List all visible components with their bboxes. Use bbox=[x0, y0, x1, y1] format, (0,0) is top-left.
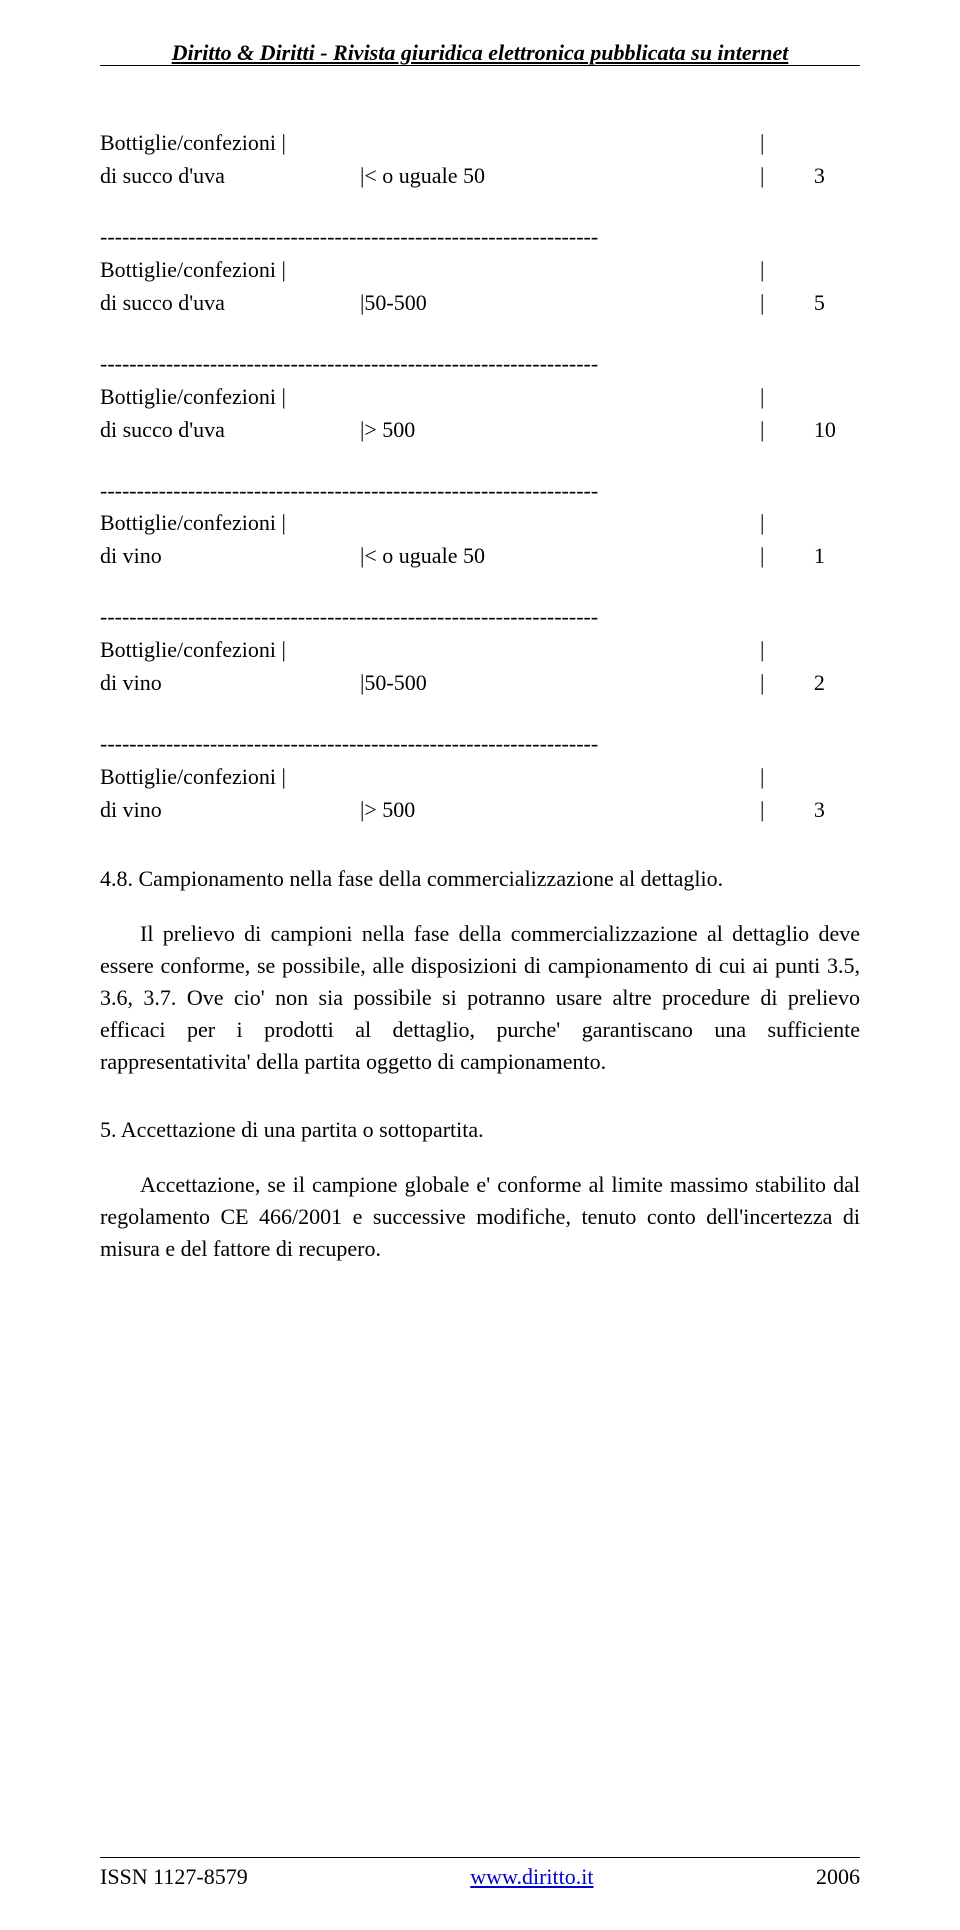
cell-range: |> 500 bbox=[360, 793, 640, 826]
cell-range: |50-500 bbox=[360, 666, 640, 699]
row-divider: ----------------------------------------… bbox=[100, 349, 860, 380]
section-5-body: Accettazione, se il campione globale e' … bbox=[100, 1169, 860, 1265]
cell-label: Bottiglie/confezioni | bbox=[100, 380, 360, 413]
cell-range: |< o uguale 50 bbox=[360, 159, 640, 192]
cell-label: Bottiglie/confezioni | bbox=[100, 253, 360, 286]
row-divider: ----------------------------------------… bbox=[100, 729, 860, 760]
cell-empty bbox=[360, 126, 640, 159]
cell-empty bbox=[360, 760, 640, 793]
cell-sublabel: di vino bbox=[100, 666, 360, 699]
section-48-body: Il prelievo di campioni nella fase della… bbox=[100, 918, 860, 1077]
cell-suffix: | bbox=[640, 760, 840, 793]
cell-suffix: | bbox=[640, 506, 840, 539]
cell-suffix: | bbox=[640, 253, 840, 286]
cell-range: |50-500 bbox=[360, 286, 640, 319]
page-footer: ISSN 1127-8579 www.diritto.it 2006 bbox=[100, 1857, 860, 1890]
cell-empty bbox=[360, 633, 640, 666]
footer-issn: ISSN 1127-8579 bbox=[100, 1864, 248, 1890]
cell-label: Bottiglie/confezioni | bbox=[100, 126, 360, 159]
cell-sublabel: di vino bbox=[100, 793, 360, 826]
section-5-title: 5. Accettazione di una partita o sottopa… bbox=[100, 1117, 860, 1143]
cell-value: | 3 bbox=[640, 159, 840, 192]
cell-sublabel: di succo d'uva bbox=[100, 159, 360, 192]
cell-range: |> 500 bbox=[360, 413, 640, 446]
cell-value: | 10 bbox=[640, 413, 840, 446]
row-divider: ----------------------------------------… bbox=[100, 222, 860, 253]
cell-empty bbox=[360, 506, 640, 539]
page-header-title: Diritto & Diritti - Rivista giuridica el… bbox=[100, 40, 860, 66]
cell-range: |< o uguale 50 bbox=[360, 539, 640, 572]
cell-sublabel: di succo d'uva bbox=[100, 286, 360, 319]
row-divider: ----------------------------------------… bbox=[100, 476, 860, 507]
table-row: Bottiglie/confezioni | | di succo d'uva … bbox=[100, 380, 860, 446]
cell-suffix: | bbox=[640, 126, 840, 159]
cell-sublabel: di succo d'uva bbox=[100, 413, 360, 446]
row-divider: ----------------------------------------… bbox=[100, 602, 860, 633]
cell-suffix: | bbox=[640, 633, 840, 666]
cell-value: | 3 bbox=[640, 793, 840, 826]
cell-value: | 1 bbox=[640, 539, 840, 572]
cell-value: | 2 bbox=[640, 666, 840, 699]
cell-suffix: | bbox=[640, 380, 840, 413]
cell-value: | 5 bbox=[640, 286, 840, 319]
table-row: Bottiglie/confezioni | | di vino |< o ug… bbox=[100, 506, 860, 572]
footer-link[interactable]: www.diritto.it bbox=[470, 1864, 593, 1890]
table-row: Bottiglie/confezioni | | di succo d'uva … bbox=[100, 126, 860, 192]
cell-empty bbox=[360, 380, 640, 413]
table-row: Bottiglie/confezioni | | di vino |50-500… bbox=[100, 633, 860, 699]
cell-label: Bottiglie/confezioni | bbox=[100, 506, 360, 539]
section-48-title: 4.8. Campionamento nella fase della comm… bbox=[100, 866, 860, 892]
cell-label: Bottiglie/confezioni | bbox=[100, 760, 360, 793]
table-row: Bottiglie/confezioni | | di vino |> 500 … bbox=[100, 760, 860, 826]
cell-empty bbox=[360, 253, 640, 286]
table-row: Bottiglie/confezioni | | di succo d'uva … bbox=[100, 253, 860, 319]
footer-year: 2006 bbox=[816, 1864, 860, 1890]
cell-label: Bottiglie/confezioni | bbox=[100, 633, 360, 666]
cell-sublabel: di vino bbox=[100, 539, 360, 572]
